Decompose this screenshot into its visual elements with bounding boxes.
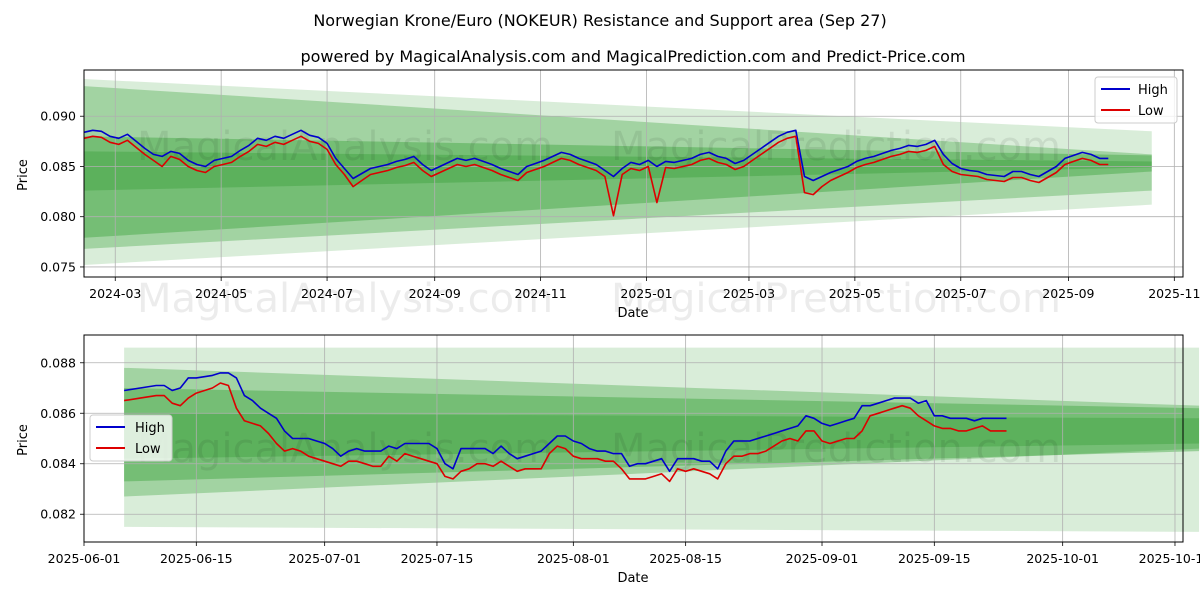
bottom-support-resistance-bands [124, 347, 1200, 532]
top-legend-high-label: High [1138, 83, 1168, 98]
top-x-tick-label: 2025-01 [620, 286, 672, 301]
bottom-x-tick-label: 2025-07-01 [288, 551, 361, 566]
top-x-tick-label: 2024-09 [409, 286, 461, 301]
top-x-tick-label: 2024-07 [301, 286, 353, 301]
top-x-tick-label: 2025-07 [935, 286, 987, 301]
top-series-high-line [83, 129, 1109, 182]
bottom-x-tick-label: 2025-10-15 [1139, 551, 1200, 566]
bottom-band-2 [124, 367, 1200, 497]
bottom-x-tick-label: 2025-08-15 [649, 551, 722, 566]
bottom-x-tick-label: 2025-10-01 [1026, 551, 1099, 566]
top-band-3 [84, 136, 1152, 238]
top-x-tick-label: 2024-03 [89, 286, 141, 301]
bottom-series-low-line [123, 382, 1007, 483]
bottom-band-1 [124, 347, 1200, 532]
top-series-low-line [83, 135, 1109, 217]
top-gridlines [84, 70, 1183, 277]
bottom-x-tick-label: 2025-07-15 [401, 551, 474, 566]
bottom-edge-watermark-analysis: MagicalAnalysis.com [137, 276, 553, 322]
bottom-series-high-line [123, 372, 1007, 473]
top-plot-frame [83, 69, 1184, 278]
top-band-2 [84, 86, 1152, 249]
bottom-legend-low-label: Low [135, 442, 161, 457]
bottom-y-tick-label: 0.082 [40, 507, 76, 522]
top-watermark-prediction: MagicalPrediction.com [611, 124, 1061, 170]
bottom-legend-high-label: High [135, 421, 165, 436]
bottom-x-axis-label: Date [617, 571, 648, 586]
top-price-lines [83, 129, 1109, 217]
top-x-tick-label: 2025-05 [829, 286, 881, 301]
bottom-plot-frame [83, 334, 1184, 543]
top-chart: MagicalAnalysis.com MagicalPrediction.co… [16, 69, 1200, 322]
top-y-axis-label: Price [16, 159, 31, 191]
bottom-y-axis-label: Price [16, 424, 31, 456]
bottom-y-tick-label: 0.088 [40, 355, 76, 370]
top-x-tick-label: 2025-03 [723, 286, 775, 301]
top-x-tick-label: 2024-11 [514, 286, 566, 301]
bottom-chart: MagicalAnalysis.com MagicalPrediction.co… [16, 334, 1200, 586]
bottom-x-tick-label: 2025-06-01 [48, 551, 121, 566]
bottom-x-tick-label: 2025-09-01 [786, 551, 859, 566]
top-x-tick-label: 2025-09 [1042, 286, 1094, 301]
bottom-x-tick-label: 2025-08-01 [537, 551, 610, 566]
bottom-y-tick-label: 0.084 [40, 456, 76, 471]
top-y-tick-label: 0.080 [40, 209, 76, 224]
bottom-x-tick-label: 2025-06-15 [160, 551, 233, 566]
bottom-watermark-prediction: MagicalPrediction.com [611, 426, 1061, 472]
chart-title: Norwegian Krone/Euro (NOKEUR) Resistance… [313, 11, 886, 30]
top-y-tick-label: 0.085 [40, 159, 76, 174]
top-y-tick-label: 0.090 [40, 109, 76, 124]
top-x-tick-label: 2025-11 [1148, 286, 1200, 301]
top-x-tick-label: 2024-05 [195, 286, 247, 301]
top-legend: High Low [1094, 76, 1178, 124]
bottom-price-lines [123, 372, 1007, 483]
bottom-x-tick-label: 2025-09-15 [898, 551, 971, 566]
top-axis-ticks: 2024-03 2024-05 2024-07 2024-09 2024-11 2025-… [40, 109, 1200, 301]
top-x-axis-label: Date [617, 306, 648, 321]
top-y-tick-label: 0.075 [40, 259, 76, 274]
bottom-y-tick-label: 0.086 [40, 406, 76, 421]
top-support-resistance-bands [84, 79, 1152, 265]
top-watermark-analysis: MagicalAnalysis.com [137, 124, 553, 170]
bottom-legend: High Low [89, 414, 173, 462]
top-band-4 [84, 151, 1152, 191]
chart-subtitle: powered by MagicalAnalysis.com and Magic… [300, 47, 965, 66]
top-legend-low-label: Low [1138, 104, 1164, 119]
bottom-edge-watermark-prediction: MagicalPrediction.com [611, 276, 1061, 322]
bottom-axis-ticks: 2025-06-01 2025-06-15 2025-07-01 2025-07-15… [40, 355, 1200, 566]
